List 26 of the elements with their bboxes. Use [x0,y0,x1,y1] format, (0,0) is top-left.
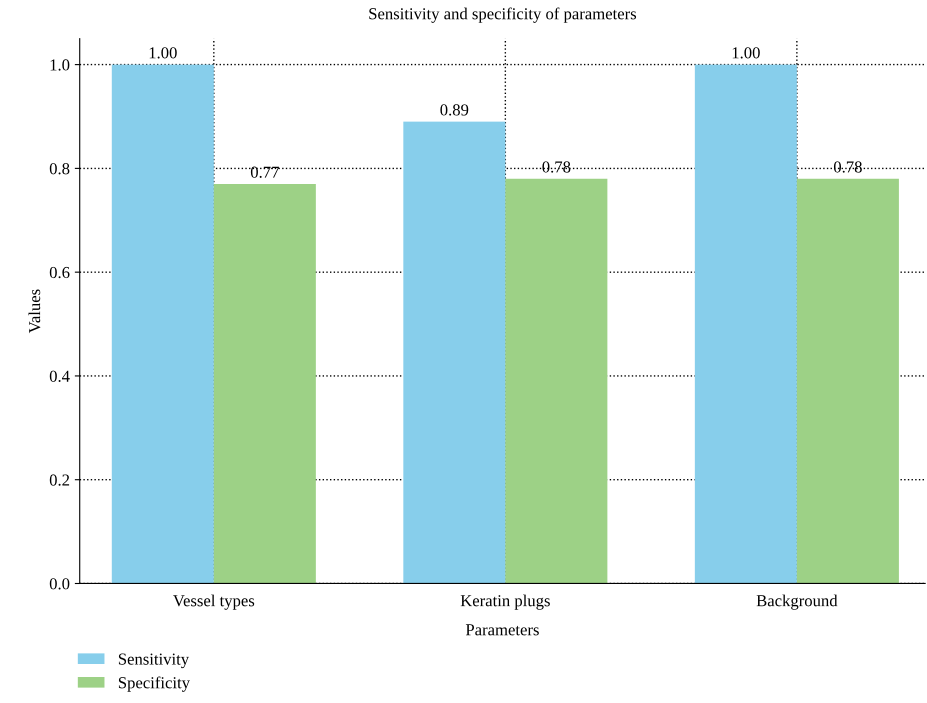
data-label: 1.00 [150,47,177,59]
y-tick-label: 0.0 [50,578,70,590]
data-label: 0.78 [834,161,862,173]
data-label: 0.77 [250,166,279,178]
chart-title: Sensitivity and specificity of parameters [369,7,636,23]
x-tick-label: Keratin plugs [460,594,550,610]
y-tick-label: 1.0 [50,59,70,71]
legend-label: Sensitivity [118,654,190,668]
legend-label: Specificity [118,676,190,692]
x-tick-label: Vessel types [173,594,254,610]
data-label: 1.00 [732,47,760,59]
x-axis-title: Parameters [466,624,539,636]
bar [112,64,214,584]
y-tick-label: 0.8 [50,163,70,174]
y-tick-label: 0.2 [50,474,70,486]
bar [214,184,316,584]
data-label: 0.78 [542,161,570,173]
bar [694,64,797,584]
y-tick-label: 0.6 [50,266,70,278]
bar [796,178,899,584]
x-tick-label: Background [756,594,838,610]
bar [505,178,608,584]
bar [403,122,506,584]
y-axis-title: Values [28,289,40,334]
data-label: 0.89 [440,104,468,116]
y-tick-label: 0.4 [50,370,70,382]
